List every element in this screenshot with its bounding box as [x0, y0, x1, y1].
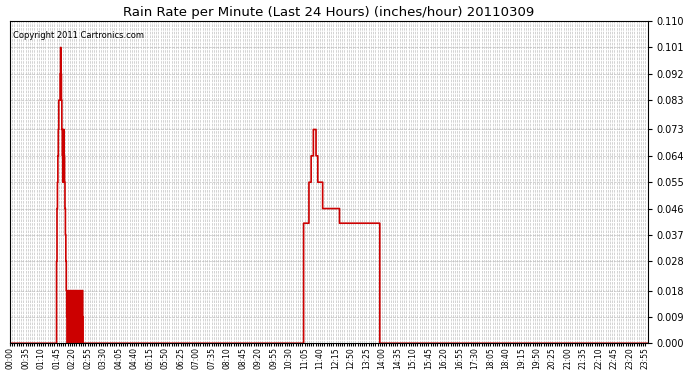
- Title: Rain Rate per Minute (Last 24 Hours) (inches/hour) 20110309: Rain Rate per Minute (Last 24 Hours) (in…: [124, 6, 535, 18]
- Text: Copyright 2011 Cartronics.com: Copyright 2011 Cartronics.com: [13, 31, 144, 40]
